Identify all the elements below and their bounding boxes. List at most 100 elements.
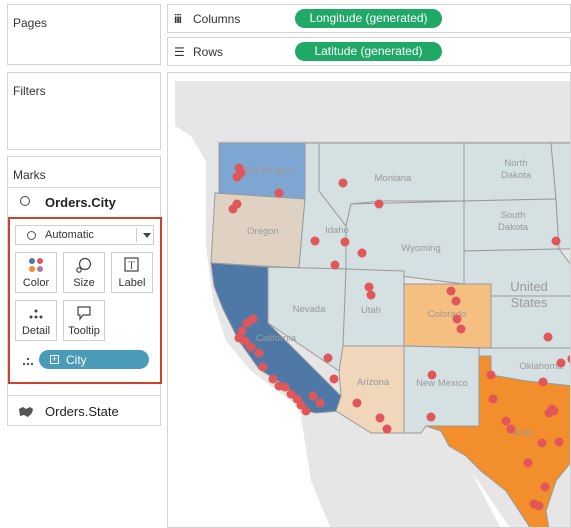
city-dot[interactable] <box>237 326 247 336</box>
city-dot[interactable] <box>538 377 548 387</box>
city-dot[interactable] <box>330 260 340 270</box>
city-dot[interactable] <box>506 424 516 434</box>
city-dot[interactable] <box>240 336 250 346</box>
color-card[interactable]: Color <box>15 252 57 293</box>
label-colorado: Colorado <box>428 309 467 320</box>
pages-title: Pages <box>13 16 48 30</box>
city-dot[interactable] <box>274 188 284 198</box>
country-label-line1: United <box>510 279 548 294</box>
city-dot[interactable] <box>374 199 384 209</box>
state-wyoming[interactable] <box>345 200 465 285</box>
label-text-icon: T <box>112 257 152 278</box>
label-texas: Texas <box>509 427 534 438</box>
city-dot[interactable] <box>246 342 256 352</box>
detail-card[interactable]: Detail <box>15 300 57 341</box>
mark-type-dropdown[interactable]: Automatic <box>15 225 154 245</box>
detail-dots-icon <box>16 305 56 326</box>
city-dot[interactable] <box>296 400 306 410</box>
city-dot[interactable] <box>258 362 268 372</box>
city-dot[interactable] <box>301 406 311 416</box>
city-dot[interactable] <box>488 394 498 404</box>
label-new-mexico: New Mexico <box>416 378 468 389</box>
city-dot[interactable] <box>534 501 544 511</box>
filters-panel[interactable]: Filters <box>7 72 161 150</box>
city-dot[interactable] <box>308 391 318 401</box>
city-dot[interactable] <box>427 370 437 380</box>
rows-icon: ☰ <box>174 45 185 59</box>
state-minnesota[interactable] <box>550 142 571 250</box>
city-dot[interactable] <box>446 286 456 296</box>
city-dot[interactable] <box>375 413 385 423</box>
city-dot[interactable] <box>338 178 348 188</box>
dropdown-divider <box>136 228 137 242</box>
city-dot[interactable] <box>357 248 367 258</box>
marks-layer-orders-state[interactable]: Orders.State <box>7 395 161 426</box>
label-nevada: Nevada <box>293 304 326 315</box>
city-dot[interactable] <box>501 416 511 426</box>
label-card[interactable]: T Label <box>111 252 153 293</box>
city-dot[interactable] <box>310 236 320 246</box>
city-dot[interactable] <box>364 282 374 292</box>
marks-layer-orders-city[interactable]: Orders.City <box>8 188 160 216</box>
city-dot[interactable] <box>556 358 566 368</box>
size-card-label: Size <box>73 277 95 289</box>
marks-title: Marks <box>13 168 46 182</box>
city-dot[interactable] <box>315 398 325 408</box>
city-dot[interactable] <box>329 374 339 384</box>
label-washington: Washington <box>244 165 294 176</box>
marks-layer-divider <box>8 187 160 188</box>
city-dot[interactable] <box>537 438 547 448</box>
label-utah: Utah <box>361 305 381 316</box>
label-south-dakota-2: Dakota <box>498 222 529 233</box>
city-pill-label: City <box>66 353 87 367</box>
chevron-down-icon[interactable] <box>143 233 151 238</box>
tooltip-card[interactable]: Tooltip <box>63 300 105 341</box>
color-palette-icon <box>16 257 56 278</box>
rows-shelf[interactable]: ☰ Rows Latitude (generated) <box>167 37 571 66</box>
tooltip-card-label: Tooltip <box>68 325 100 337</box>
layer-name: Orders.State <box>45 404 119 419</box>
tooltip-bubble-icon <box>64 305 104 326</box>
city-dot[interactable] <box>554 437 564 447</box>
columns-shelf[interactable]: iii Columns Longitude (generated) <box>167 4 571 33</box>
latitude-pill[interactable]: Latitude (generated) <box>295 42 442 61</box>
city-dot[interactable] <box>366 290 376 300</box>
city-dot[interactable] <box>254 348 264 358</box>
mark-type-value: Automatic <box>45 229 94 241</box>
expand-plus-icon[interactable]: + <box>50 354 59 364</box>
city-dot[interactable] <box>280 382 290 392</box>
city-dot[interactable] <box>232 172 242 182</box>
city-dot[interactable] <box>286 389 296 399</box>
city-dot[interactable] <box>451 296 461 306</box>
label-oklahoma: Oklahoma <box>519 361 563 372</box>
label-arizona: Arizona <box>357 377 390 388</box>
city-dot[interactable] <box>551 236 561 246</box>
city-dot[interactable] <box>340 237 350 247</box>
city-dot[interactable] <box>426 412 436 422</box>
svg-text:T: T <box>128 261 134 272</box>
size-card[interactable]: Size <box>63 252 105 293</box>
country-label-line2: States <box>511 295 548 310</box>
layer-radio-icon[interactable] <box>20 196 30 206</box>
city-dot[interactable] <box>567 354 571 364</box>
city-dot[interactable] <box>549 406 559 416</box>
city-detail-pill[interactable]: + City <box>39 350 149 369</box>
detail-dots-small-icon <box>22 354 34 372</box>
city-dot[interactable] <box>523 458 533 468</box>
longitude-pill[interactable]: Longitude (generated) <box>295 9 442 28</box>
city-dot[interactable] <box>352 398 362 408</box>
city-dot[interactable] <box>543 332 553 342</box>
city-dot[interactable] <box>486 370 496 380</box>
city-dot[interactable] <box>452 314 462 324</box>
city-dot[interactable] <box>456 324 466 334</box>
city-dot[interactable] <box>382 424 392 434</box>
city-dot[interactable] <box>540 482 550 492</box>
state-texas[interactable] <box>425 355 571 528</box>
city-dot[interactable] <box>323 353 333 363</box>
map-view[interactable]: Washington Oregon Idaho Montana Wyoming … <box>167 72 571 528</box>
city-dot[interactable] <box>268 374 278 384</box>
city-dot[interactable] <box>242 318 252 328</box>
city-marks <box>228 163 571 511</box>
city-dot[interactable] <box>228 204 238 214</box>
state-new-mexico[interactable] <box>403 345 480 434</box>
